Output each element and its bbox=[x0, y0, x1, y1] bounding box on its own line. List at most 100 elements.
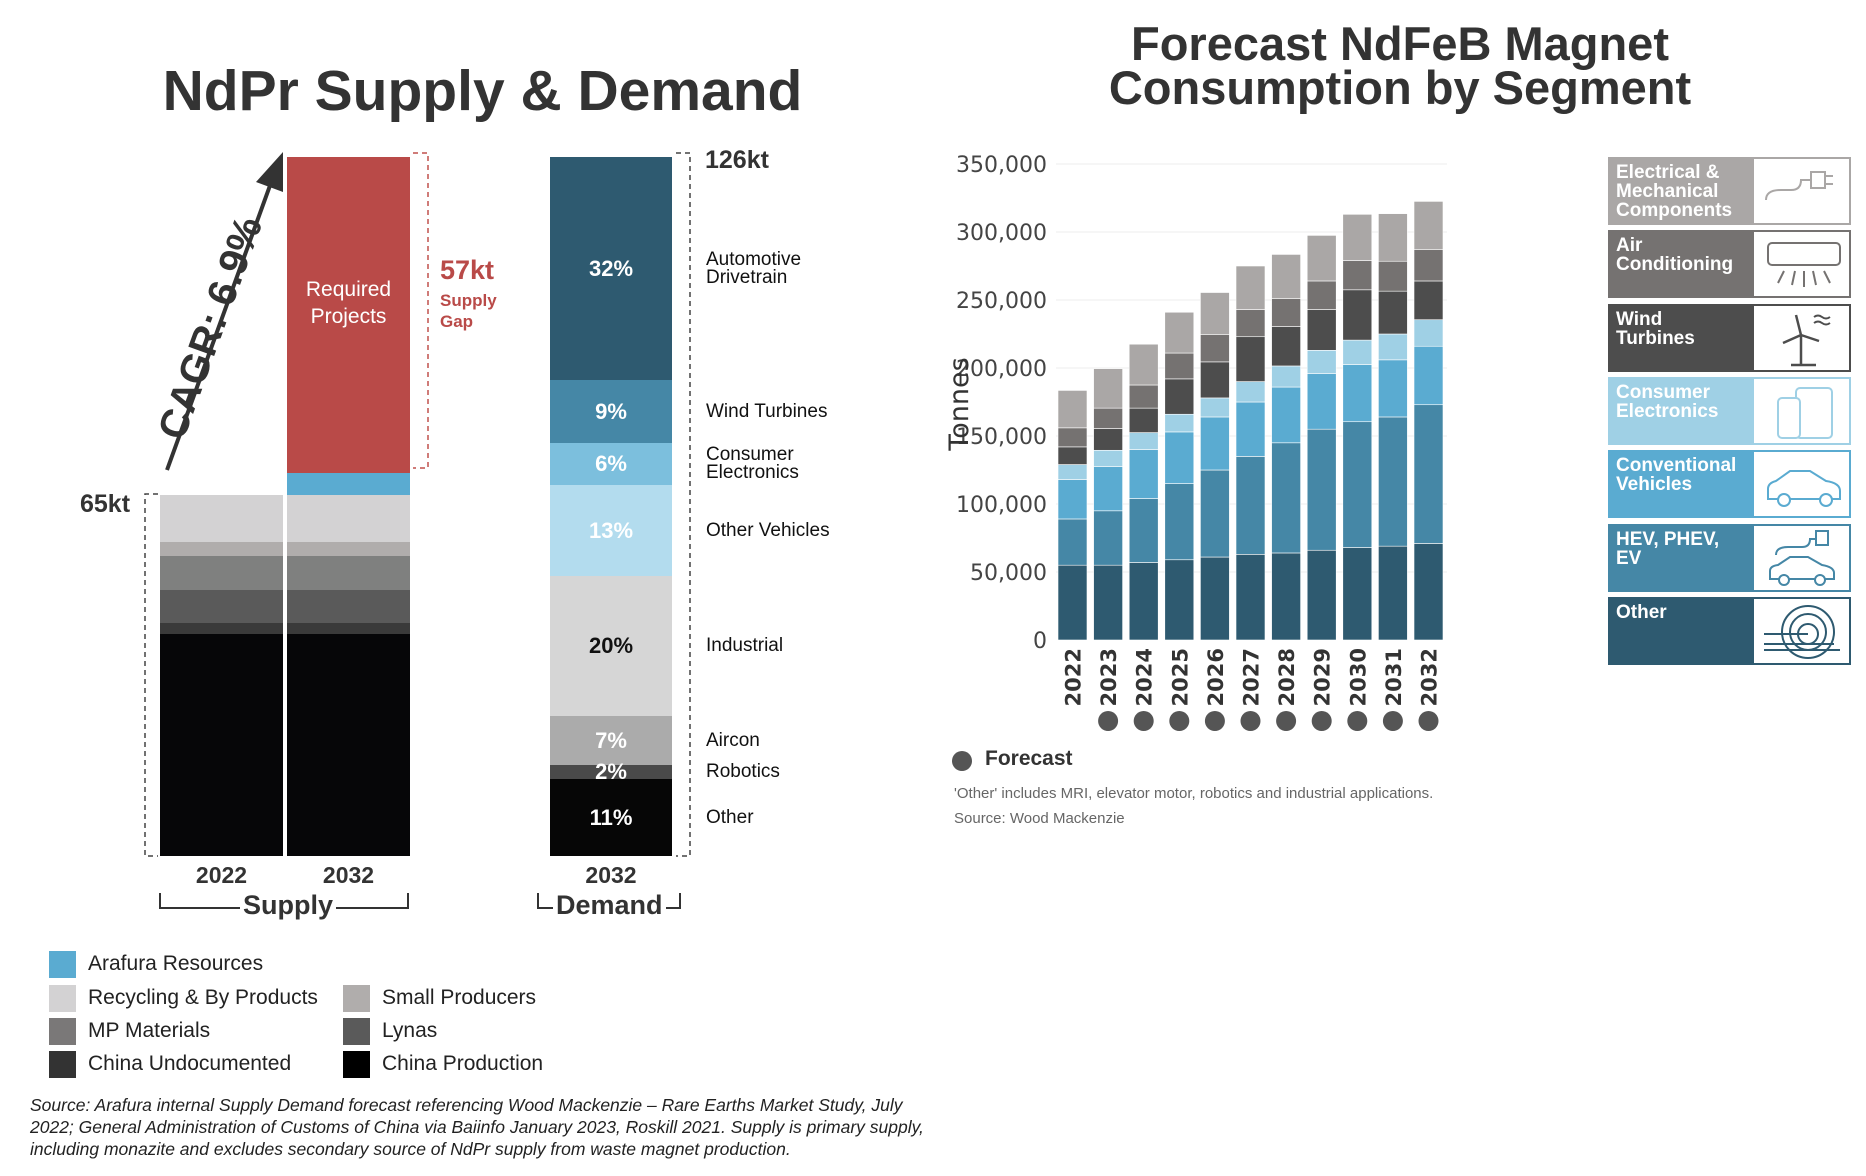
supply-segment-recycling-by-products bbox=[287, 495, 410, 543]
x-tick-label: 2027 bbox=[1240, 648, 1264, 706]
segment-legend-consumer-electronics: Consumer Electronics bbox=[1608, 376, 1851, 445]
supply-year-2022: 2022 bbox=[195, 862, 248, 888]
supply-segment-small-producers bbox=[160, 542, 283, 557]
bar-segment-conventional-vehicles-2028 bbox=[1271, 386, 1301, 444]
segment-legend-label: HEV, PHEV, EV bbox=[1610, 525, 1754, 590]
legend-swatch bbox=[49, 1017, 76, 1045]
bar-segment-air-conditioning-2023 bbox=[1093, 407, 1123, 429]
demand-category-label: Wind Turbines bbox=[706, 400, 828, 422]
x-tick-label: 2022 bbox=[1062, 648, 1086, 706]
segment-legend-label: Air Conditioning bbox=[1610, 232, 1754, 297]
demand-bracket bbox=[676, 152, 691, 857]
bar-segment-other-2024 bbox=[1128, 562, 1159, 641]
left-chart-overlay bbox=[144, 152, 691, 909]
supply-segment-lynas bbox=[160, 589, 283, 623]
supply-segment-small-producers bbox=[287, 542, 410, 557]
x-tick-label: 2023 bbox=[1097, 648, 1121, 706]
bar-segment-wind-turbines-2024 bbox=[1128, 407, 1159, 433]
bar-segment-wind-turbines-2028 bbox=[1271, 326, 1301, 367]
segment-legend-label: Electrical & Mechanical Components bbox=[1610, 159, 1754, 223]
plug-icon bbox=[1754, 159, 1849, 223]
required-projects-label: Required Projects bbox=[305, 278, 392, 328]
demand-segment-robotics: 2% bbox=[550, 759, 672, 784]
bar-segment-other-2025 bbox=[1164, 559, 1195, 641]
segment-legend-line: HEV, PHEV, bbox=[1616, 528, 1720, 550]
demand-year-2032: 2032 bbox=[585, 862, 637, 888]
x-tick-label: 2024 bbox=[1133, 648, 1157, 706]
bar-segment-electrical-mechanical-components-2031 bbox=[1378, 213, 1408, 262]
demand-category-label: Consumer Electronics bbox=[706, 444, 799, 484]
supply-2022-bracket bbox=[144, 493, 158, 857]
bar-segment-consumer-electronics-2022 bbox=[1057, 464, 1088, 480]
bar-segment-conventional-vehicles-2027 bbox=[1235, 401, 1266, 457]
x-tick-label: 2025 bbox=[1168, 648, 1192, 706]
forecast-marker-2026 bbox=[1204, 711, 1225, 731]
supply-gap-text: Supply Gap bbox=[440, 291, 497, 331]
y-axis-label: Tonnes bbox=[944, 357, 975, 451]
bar-segment-electrical-mechanical-components-2025 bbox=[1164, 311, 1195, 354]
forecast-source: Source: Wood Mackenzie bbox=[954, 810, 1125, 827]
bar-segment-air-conditioning-2026 bbox=[1200, 334, 1230, 363]
bar-segment-hev-phev-ev-2023 bbox=[1093, 510, 1123, 566]
bar-segment-hev-phev-ev-2028 bbox=[1271, 442, 1301, 554]
x-tick-label: 2031 bbox=[1382, 648, 1406, 706]
supply-segment-mp-materials bbox=[160, 556, 283, 590]
bar-segment-other-2029 bbox=[1306, 549, 1337, 641]
segment-legend-line: EV bbox=[1616, 547, 1642, 569]
forecast-legend-dot bbox=[952, 751, 972, 771]
segment-legend-line: Vehicles bbox=[1616, 474, 1693, 496]
legend-label: Recycling & By Products bbox=[88, 986, 318, 1009]
segment-legend-air-conditioning: Air Conditioning bbox=[1608, 230, 1851, 299]
legend-label: Lynas bbox=[382, 1019, 438, 1042]
segment-legend-line: Mechanical bbox=[1616, 181, 1719, 202]
bar-segment-conventional-vehicles-2030 bbox=[1342, 364, 1373, 423]
bar-segment-electrical-mechanical-components-2024 bbox=[1128, 343, 1159, 386]
demand-segment-aircon: 7% bbox=[550, 716, 672, 766]
bar-segment-air-conditioning-2032 bbox=[1413, 249, 1444, 282]
bar-segment-conventional-vehicles-2032 bbox=[1413, 345, 1444, 406]
bar-segment-conventional-vehicles-2029 bbox=[1306, 373, 1337, 430]
segment-legend-line: Electronics bbox=[1616, 400, 1719, 422]
right-title-line-1: Forecast NdFeB Magnet bbox=[1131, 17, 1669, 70]
segment-legend-conventional-vehicles: Conventional Vehicles bbox=[1608, 450, 1851, 519]
bar-segment-hev-phev-ev-2026 bbox=[1200, 469, 1230, 558]
segment-legend-line: Electrical & bbox=[1616, 162, 1720, 183]
supply-gap-bracket bbox=[413, 152, 429, 469]
forecast-marker-2023 bbox=[1098, 711, 1119, 731]
segment-legend-wind-turbines: Wind Turbines bbox=[1608, 303, 1851, 372]
forecast-chart: 0 50,000 100,000 150,000 200,000 250,000 300,0… bbox=[944, 153, 1447, 731]
supply-segment-lynas bbox=[287, 589, 410, 623]
bar-segment-electrical-mechanical-components-2022 bbox=[1057, 390, 1088, 429]
bar-segment-hev-phev-ev-2032 bbox=[1413, 404, 1444, 544]
bar-segment-air-conditioning-2022 bbox=[1057, 427, 1088, 448]
demand-segment-wind-turbines: 9% bbox=[550, 380, 672, 444]
segment-legend-label: Other bbox=[1610, 598, 1754, 663]
segment-legend-line: Wind bbox=[1616, 308, 1663, 330]
supply-segment-china-undocumented bbox=[287, 622, 410, 634]
bar-segment-air-conditioning-2030 bbox=[1342, 260, 1373, 291]
demand-bar-2032: 32% 9% 6% 13% 20% 7% 2% 11% bbox=[550, 156, 672, 856]
bar-segment-consumer-electronics-2029 bbox=[1306, 350, 1337, 374]
bar-segment-wind-turbines-2032 bbox=[1413, 280, 1444, 321]
bar-segment-other-2028 bbox=[1271, 552, 1301, 641]
mri-scanner-icon bbox=[1754, 598, 1849, 663]
forecast-marker-2032 bbox=[1418, 711, 1439, 731]
demand-percent-label: 32% bbox=[588, 255, 634, 281]
bar-segment-air-conditioning-2028 bbox=[1271, 298, 1301, 327]
bar-segment-wind-turbines-2027 bbox=[1235, 336, 1266, 382]
forecast-marker-2027 bbox=[1240, 711, 1261, 731]
bar-segment-hev-phev-ev-2027 bbox=[1235, 456, 1266, 555]
bar-segment-wind-turbines-2030 bbox=[1342, 289, 1373, 341]
y-tick-label: 350,000 bbox=[956, 153, 1047, 178]
supply-segment-china-undocumented bbox=[160, 622, 283, 634]
bar-segment-conventional-vehicles-2023 bbox=[1093, 466, 1123, 512]
bar-segment-electrical-mechanical-components-2026 bbox=[1200, 292, 1230, 335]
car-icon bbox=[1754, 452, 1849, 517]
supply-group-label: Supply bbox=[240, 890, 337, 921]
bar-segment-hev-phev-ev-2030 bbox=[1342, 421, 1373, 548]
demand-percent-label: 11% bbox=[589, 804, 633, 830]
bar-segment-electrical-mechanical-components-2030 bbox=[1342, 214, 1373, 261]
bar-segment-conventional-vehicles-2031 bbox=[1378, 359, 1408, 418]
demand-percent-label: 20% bbox=[588, 633, 634, 659]
demand-group-label: Demand bbox=[553, 890, 666, 921]
